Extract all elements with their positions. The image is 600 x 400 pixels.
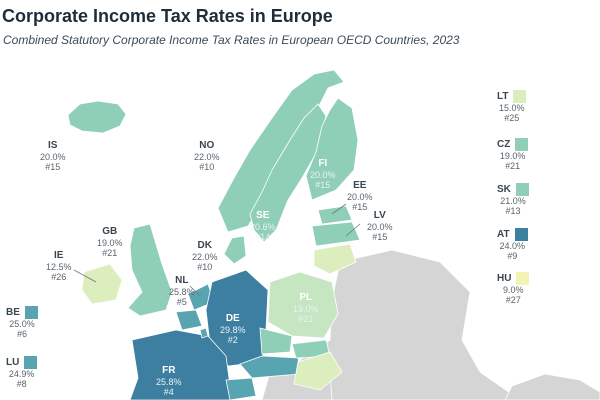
label-france: FR 25.8% #4 [156,365,182,397]
leader-line-nl [189,285,201,297]
swatch-czechia [515,138,529,151]
label-latvia: LV 20.0% #15 [367,210,393,242]
leader-line-ie [73,269,97,283]
label-finland: FI 20.0% #15 [310,158,336,190]
country-poland[interactable] [267,271,339,339]
label-iceland: IS 20.0% #15 [40,140,66,172]
label-ireland: IE 12.5% #26 [46,250,72,282]
callout-belgium: BE 25.0% #6 [6,306,38,339]
label-sweden: SE 20.6% #14 [250,210,276,242]
label-estonia: EE 20.0% #15 [347,180,373,212]
country-denmark[interactable] [223,235,247,265]
country-lithuania[interactable] [313,243,357,275]
callout-austria: AT 24.0% #9 [497,228,528,261]
callout-hungary: HU 9.0% #27 [497,272,530,305]
label-germany: DE 29.8% #2 [220,313,246,345]
label-denmark: DK 22.0% #10 [192,240,218,272]
swatch-austria [514,228,528,241]
map-title: Corporate Income Tax Rates in Europe [2,6,333,26]
country-estonia[interactable] [317,205,353,225]
country-hungary[interactable] [293,351,343,391]
country-czechia[interactable] [259,327,293,355]
leader-line-lv [345,223,361,237]
country-switzerland[interactable] [225,377,257,400]
callout-luxembourg: LU 24.9% #8 [6,356,38,389]
region-nodata-southeast [504,373,600,400]
callout-czechia: CZ 19.0% #21 [497,138,529,171]
map-subtitle: Combined Statutory Corporate Income Tax … [3,33,460,47]
country-finland[interactable] [305,97,359,201]
swatch-lithuania [513,90,527,103]
swatch-belgium [24,306,38,319]
country-luxembourg[interactable] [199,327,209,339]
callout-lithuania: LT 15.0% #25 [497,90,527,123]
label-poland: PL 19.0% #21 [293,292,319,324]
swatch-slovakia [515,183,529,196]
country-france[interactable] [129,329,233,400]
label-netherlands: NL 25.8% #5 [169,275,195,307]
callout-slovakia: SK 21.0% #13 [497,183,529,216]
country-iceland[interactable] [67,100,127,134]
country-ireland[interactable] [81,263,123,305]
country-latvia[interactable] [311,221,361,247]
label-great-britain: GB 19.0% #21 [97,226,123,258]
swatch-luxembourg [24,356,38,369]
country-sweden[interactable] [249,103,327,243]
swatch-hungary [516,272,530,285]
leader-line-ee [331,203,347,215]
country-great-britain[interactable] [127,223,173,317]
label-norway: NO 22.0% #10 [194,140,220,172]
country-belgium[interactable] [175,309,203,331]
region-nodata-east [299,249,521,400]
